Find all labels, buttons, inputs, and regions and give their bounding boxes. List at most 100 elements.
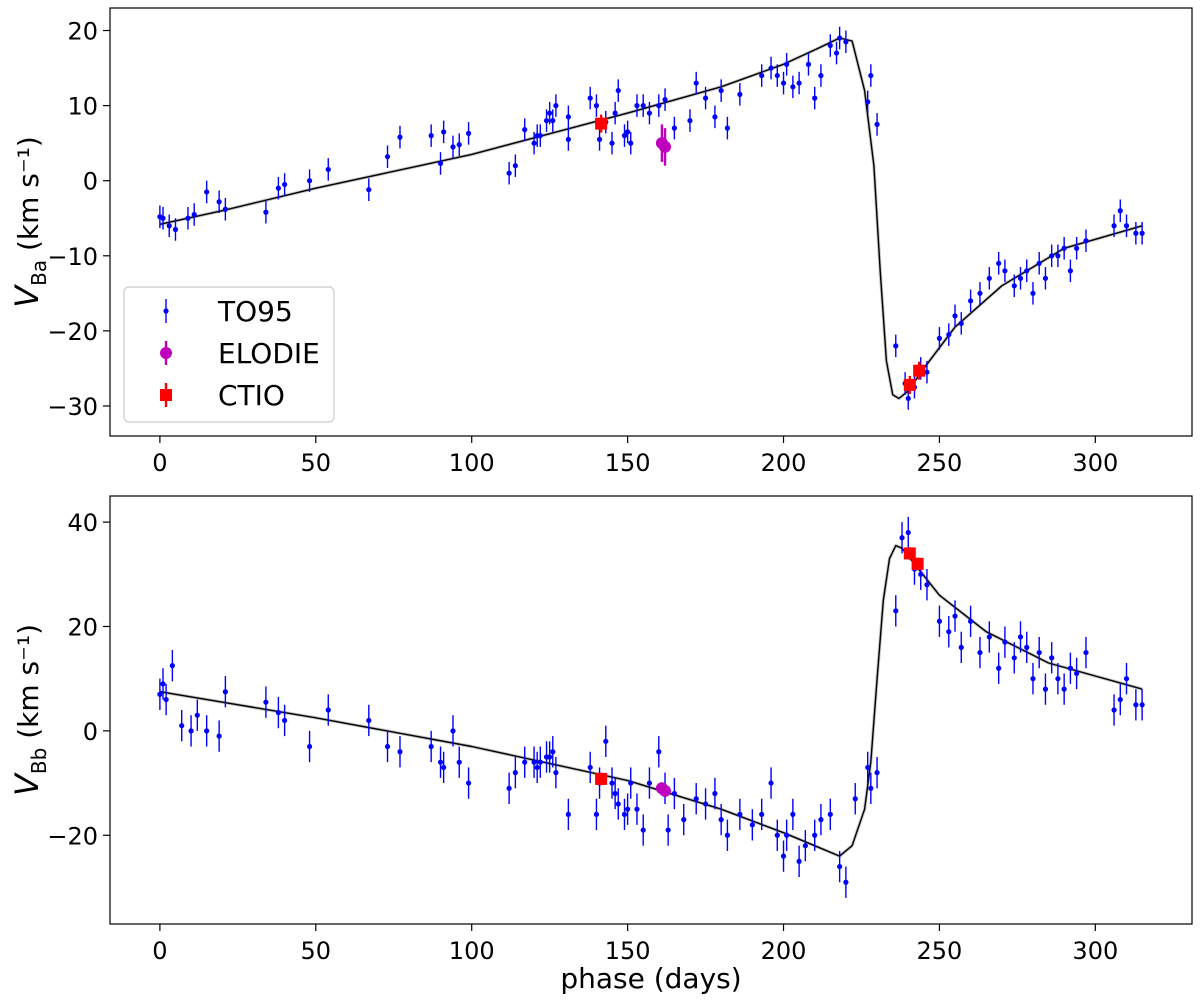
data-point bbox=[596, 136, 603, 143]
data-point bbox=[1024, 268, 1030, 274]
data-point bbox=[1042, 686, 1049, 692]
x-tick-label: 50 bbox=[301, 937, 332, 965]
data-point bbox=[565, 114, 571, 120]
data-point bbox=[512, 163, 518, 169]
data-point bbox=[506, 170, 512, 176]
data-point bbox=[1139, 230, 1145, 236]
data-point bbox=[428, 743, 434, 750]
data-point bbox=[958, 320, 964, 326]
data-point bbox=[659, 784, 672, 797]
data-point bbox=[160, 215, 166, 221]
data-point bbox=[936, 335, 943, 341]
data-point bbox=[612, 110, 618, 116]
data-point bbox=[843, 879, 849, 885]
data-point bbox=[687, 118, 693, 124]
data-point bbox=[693, 796, 699, 802]
data-point bbox=[628, 140, 634, 146]
y-tick-label: −20 bbox=[47, 822, 98, 850]
data-point bbox=[986, 634, 992, 640]
data-point bbox=[1030, 290, 1036, 296]
data-point bbox=[724, 125, 730, 131]
y-tick-label: −20 bbox=[47, 318, 98, 346]
data-point bbox=[737, 91, 743, 97]
data-point bbox=[204, 189, 210, 195]
legend-marker bbox=[160, 347, 172, 359]
data-point bbox=[1133, 702, 1139, 708]
data-point bbox=[693, 80, 699, 86]
data-point bbox=[827, 42, 833, 49]
data-point bbox=[780, 853, 787, 859]
data-point bbox=[924, 582, 930, 588]
y-tick-label: 20 bbox=[67, 18, 98, 46]
data-point bbox=[996, 665, 1002, 671]
data-point bbox=[905, 529, 911, 536]
data-point bbox=[827, 811, 833, 817]
data-point bbox=[550, 118, 556, 124]
data-point bbox=[924, 369, 930, 375]
data-point bbox=[774, 832, 780, 838]
data-point bbox=[868, 72, 874, 79]
legend: TO95 ELODIE CTIO bbox=[123, 286, 335, 423]
data-point bbox=[712, 114, 718, 120]
data-point bbox=[263, 209, 269, 215]
data-point bbox=[325, 166, 331, 173]
data-point bbox=[968, 298, 974, 304]
top-panel-vba: 0 50 100 150 200 250 300 −30 −20 −10 0 10 20 VBa (km … bbox=[8, 7, 1193, 477]
data-point bbox=[818, 817, 824, 823]
y-tick-label: −10 bbox=[47, 243, 98, 271]
data-point bbox=[893, 608, 899, 614]
data-point bbox=[450, 728, 456, 734]
data-point bbox=[194, 712, 200, 718]
data-point bbox=[952, 613, 958, 619]
plot-area bbox=[157, 26, 1145, 410]
data-point bbox=[903, 378, 916, 391]
data-point bbox=[874, 770, 880, 776]
legend-label: ELODIE bbox=[218, 337, 320, 370]
data-point bbox=[837, 35, 843, 41]
y-tick-label: 10 bbox=[67, 93, 98, 121]
data-point bbox=[366, 187, 372, 193]
data-point bbox=[837, 863, 843, 870]
data-point bbox=[204, 728, 210, 734]
data-point bbox=[441, 764, 447, 771]
data-point bbox=[718, 87, 724, 94]
data-point bbox=[1055, 253, 1061, 259]
data-point bbox=[553, 770, 559, 776]
data-point bbox=[506, 785, 512, 791]
data-point bbox=[450, 144, 456, 150]
data-point bbox=[537, 133, 543, 139]
data-point bbox=[628, 780, 634, 786]
data-point bbox=[634, 103, 640, 109]
data-point bbox=[818, 72, 824, 79]
data-point bbox=[805, 61, 812, 67]
data-point bbox=[621, 811, 628, 817]
x-tick-label: 250 bbox=[917, 937, 963, 965]
data-point bbox=[169, 663, 175, 669]
data-point bbox=[1055, 676, 1061, 682]
data-point bbox=[759, 811, 765, 817]
data-point bbox=[263, 699, 269, 705]
data-point bbox=[1061, 245, 1067, 251]
data-point bbox=[1061, 686, 1067, 692]
x-tick-label: 300 bbox=[1072, 449, 1118, 477]
data-point bbox=[986, 275, 992, 281]
data-point bbox=[1123, 223, 1130, 229]
data-point bbox=[977, 290, 983, 296]
y-tick-label: 0 bbox=[83, 168, 98, 196]
data-point bbox=[780, 80, 787, 86]
data-point bbox=[166, 223, 172, 229]
legend-label: CTIO bbox=[218, 379, 285, 412]
data-point bbox=[852, 796, 858, 802]
data-point bbox=[191, 211, 197, 218]
data-point bbox=[441, 129, 447, 135]
data-point bbox=[397, 134, 403, 140]
data-point bbox=[1111, 223, 1117, 229]
data-point bbox=[977, 649, 983, 656]
data-point bbox=[724, 832, 730, 838]
data-point bbox=[640, 103, 646, 109]
data-point bbox=[537, 759, 543, 765]
data-point bbox=[996, 260, 1002, 266]
data-point bbox=[1117, 696, 1123, 703]
data-point bbox=[615, 801, 621, 807]
